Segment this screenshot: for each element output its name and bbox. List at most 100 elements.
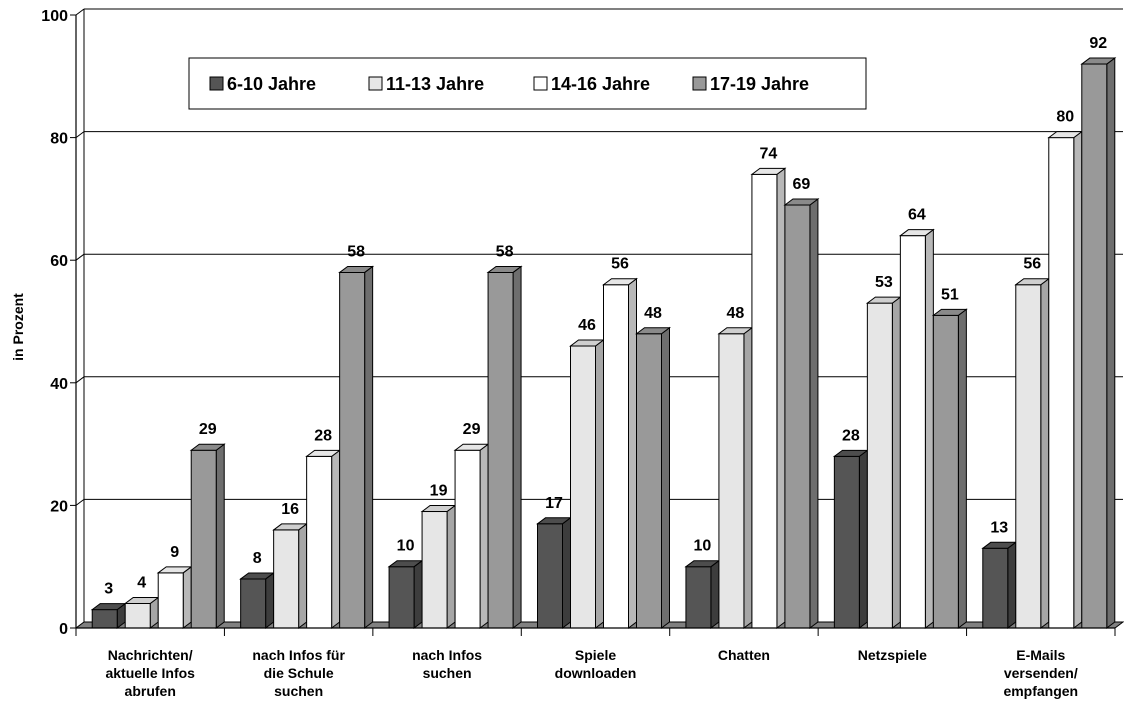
x-tick-label: Chatten xyxy=(718,647,770,663)
bar-side xyxy=(446,504,456,629)
bar xyxy=(1014,277,1051,629)
bar-front xyxy=(685,566,712,629)
data-label: 16 xyxy=(281,501,299,518)
data-label: 19 xyxy=(430,483,448,500)
bar xyxy=(684,559,721,629)
data-label: 13 xyxy=(990,519,1008,536)
bar-side xyxy=(628,277,637,629)
bar-side xyxy=(512,265,522,629)
bar-side xyxy=(182,565,192,629)
bar-front xyxy=(1081,63,1108,629)
data-label: 64 xyxy=(908,207,926,224)
bar-front xyxy=(421,511,448,629)
x-tick-label: Netzspiele xyxy=(858,647,927,663)
bar-top xyxy=(602,278,638,286)
gridline-diagonal xyxy=(75,253,85,261)
bar xyxy=(981,541,1018,629)
bar xyxy=(717,326,754,629)
bar xyxy=(387,559,424,629)
legend-label: 17-19 Jahre xyxy=(710,74,809,94)
bar-side xyxy=(743,326,753,629)
bar-front xyxy=(982,547,1009,629)
data-label: 74 xyxy=(760,145,778,162)
bar-front xyxy=(1015,284,1042,629)
bar-top xyxy=(635,327,671,335)
bar-front xyxy=(157,572,184,629)
bar xyxy=(536,516,572,629)
x-tick-label-line: suchen xyxy=(274,683,323,699)
y-axis: 0 20 40 60 80 100 xyxy=(41,8,77,638)
x-tick-label-line: aktuelle Infos xyxy=(105,665,195,681)
bar-side xyxy=(924,228,934,629)
bar xyxy=(239,571,276,629)
bar-side xyxy=(265,571,275,629)
bar xyxy=(156,565,193,629)
bar-top xyxy=(750,167,787,175)
bar-front xyxy=(537,523,563,629)
bar xyxy=(90,602,127,629)
bar-front xyxy=(932,314,959,629)
bar-front xyxy=(306,455,333,629)
bar-side xyxy=(364,265,374,629)
bar xyxy=(338,265,375,629)
data-label: 53 xyxy=(875,274,893,291)
bar-front xyxy=(751,173,778,629)
x-tick-label-line: Spiele xyxy=(575,647,616,663)
x-tick-label: Spiele downloaden xyxy=(555,647,637,681)
bar-side xyxy=(1007,541,1017,629)
bar-side xyxy=(776,167,786,629)
bar-top xyxy=(783,198,820,206)
bar xyxy=(189,443,226,629)
bar xyxy=(272,522,309,629)
data-label: 58 xyxy=(347,243,365,260)
bar-side xyxy=(1073,130,1083,629)
y-tick-label: 40 xyxy=(50,376,68,393)
x-tick-label-line: suchen xyxy=(423,665,472,681)
bar-front xyxy=(1048,137,1075,629)
x-tick-label-line: empfangen xyxy=(1003,683,1078,699)
gridline-diagonal xyxy=(75,376,85,384)
x-tick-label: nach Infos für die Schule suchen xyxy=(252,647,345,699)
bar xyxy=(931,308,968,629)
bar xyxy=(783,198,820,629)
x-tick-label-line: E-Mails xyxy=(1016,647,1065,663)
data-label: 29 xyxy=(199,421,217,438)
data-label: 10 xyxy=(397,538,415,555)
bar xyxy=(865,296,902,629)
y-tick-label: 0 xyxy=(59,621,68,638)
bars xyxy=(90,57,1117,629)
bar-front xyxy=(866,302,893,629)
gridline-diagonal xyxy=(75,498,85,506)
bar-side xyxy=(661,326,670,629)
y-tick-label: 80 xyxy=(50,131,68,148)
data-label: 92 xyxy=(1089,35,1107,52)
data-label: 3 xyxy=(104,581,113,598)
bar-top xyxy=(338,265,375,273)
bar xyxy=(635,326,671,629)
bar xyxy=(1080,57,1117,629)
gridline-diagonal xyxy=(75,131,85,139)
bar-front xyxy=(636,333,662,629)
x-tick-label-line: abrufen xyxy=(125,683,176,699)
bar-top xyxy=(1080,57,1117,65)
x-tick-label: Nachrichten/aktuelle Infos abrufen xyxy=(105,647,195,699)
legend-swatch xyxy=(692,76,707,91)
data-label: 46 xyxy=(578,317,596,334)
bar-side xyxy=(595,339,604,629)
bar-top xyxy=(898,229,935,237)
y-tick-label: 60 xyxy=(50,253,68,270)
bar-front xyxy=(899,235,926,629)
bar-side xyxy=(858,449,868,629)
bar xyxy=(420,504,457,629)
data-label: 56 xyxy=(1023,256,1041,273)
bar-side xyxy=(413,559,423,629)
bar-top xyxy=(486,265,523,273)
data-label: 8 xyxy=(253,550,262,567)
x-tick-label: E-Mails versenden/empfangen xyxy=(1003,647,1078,699)
x-tick-label-line: nach Infos für xyxy=(252,647,345,663)
data-label: 69 xyxy=(793,176,811,193)
bar-side xyxy=(809,198,819,629)
bar-front xyxy=(833,455,860,629)
bar xyxy=(569,339,605,629)
